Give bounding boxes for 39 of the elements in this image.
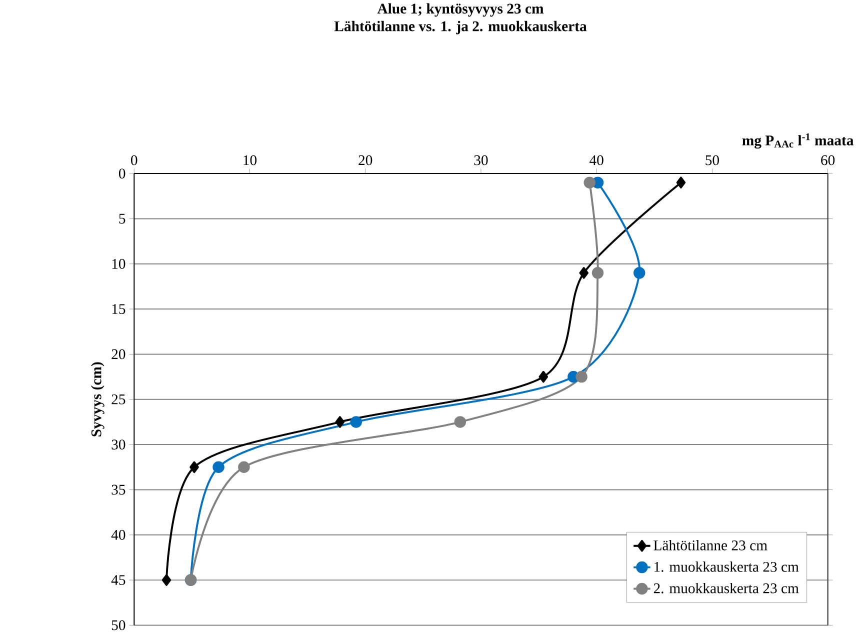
y-tick-label: 15	[112, 304, 126, 314]
point	[350, 416, 362, 428]
point	[454, 416, 466, 428]
y-tick-label: 45	[111, 574, 126, 585]
y-tick-label: 50	[112, 620, 126, 630]
y-tick-label: 0	[118, 168, 126, 178]
point	[238, 461, 250, 473]
x-tick-label: 40	[590, 155, 604, 165]
legend-label: Lähtötilanne 23 cm	[654, 540, 768, 550]
x-tick-label: 10	[244, 155, 257, 165]
chart-subtitle: Lähtötilanne vs. 1. ja 2. muokkauskerta	[334, 20, 587, 34]
point	[212, 461, 224, 473]
point	[584, 176, 596, 188]
y-tick-label: 25	[112, 394, 126, 404]
y-tick-label: 10	[112, 258, 126, 269]
y-axis-title: Syvyys (cm)	[90, 362, 104, 436]
point	[676, 176, 686, 188]
legend-label: 1. muokkauskerta 23 cm	[654, 561, 799, 572]
y-tick-label: 40	[111, 530, 126, 540]
point	[576, 370, 588, 382]
x-tick-label: 60	[821, 155, 835, 165]
x-tick-label: 0	[131, 155, 138, 165]
x-tick-label: 50	[706, 155, 719, 165]
x-tick-label: 20	[358, 155, 372, 165]
point	[162, 574, 172, 586]
y-tick-label: 20	[112, 349, 126, 359]
y-tick-label: 35	[112, 484, 126, 494]
chart-title: Alue 1; kyntösyvyys 23 cm	[377, 3, 544, 16]
point	[335, 416, 345, 428]
x-tick-label: 30	[474, 155, 488, 165]
point	[538, 370, 548, 382]
x-axis-title: mg P$_{AAc}$ l$^{-1}$ maata	[742, 133, 854, 148]
point	[190, 461, 199, 473]
y-tick-label: 5	[119, 214, 126, 224]
point	[579, 266, 589, 279]
legend-label: 2. muokkauskerta 23 cm	[654, 582, 799, 594]
point	[592, 266, 604, 279]
point	[633, 266, 646, 279]
y-tick-label: 30	[112, 439, 126, 450]
